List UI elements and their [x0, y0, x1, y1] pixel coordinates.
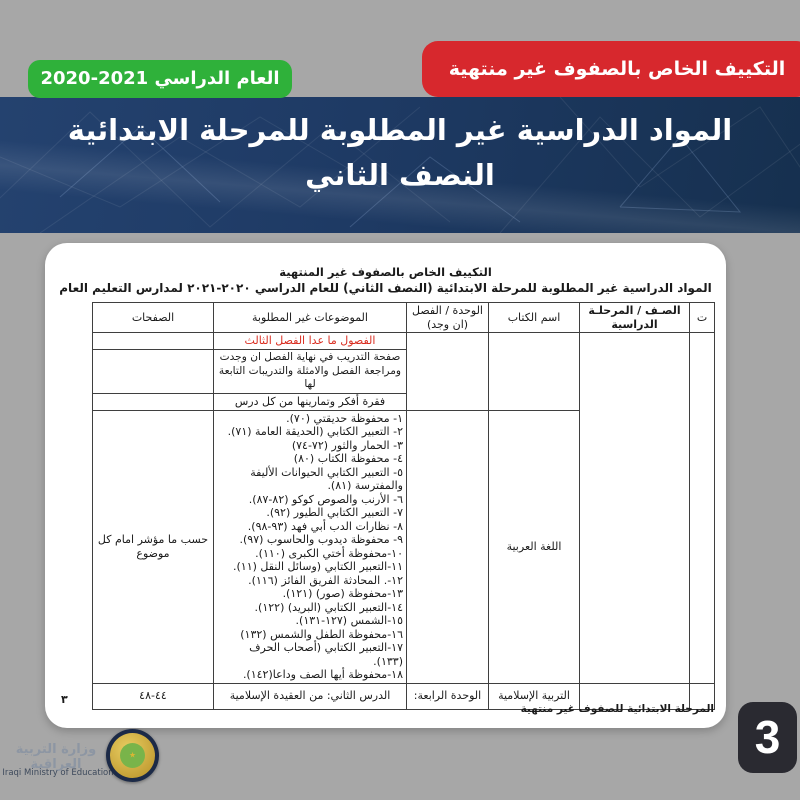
pages-cell-arabic: حسب ما مؤشر امام كل موضوع — [92, 409, 214, 684]
col-header-pages: الصفحات — [92, 302, 214, 333]
topic-list-item: ٥- التعبير الكتابي الحيوانات الأليفة وال… — [250, 465, 403, 493]
serial-cell — [689, 332, 715, 684]
ministry-logo-english-text: Iraqi Ministry of Education — [2, 768, 114, 778]
hero-banner: المواد الدراسية غير المطلوبة للمرحلة الا… — [0, 97, 800, 233]
subjects-table: ت الصـف / المرحلـة الدراسية اسم الكتاب ا… — [92, 302, 715, 710]
col-header-topics: الموضوعات غير المطلوبة — [213, 302, 407, 333]
col-header-book: اسم الكتاب — [488, 302, 580, 333]
training-pages-cell: صفحة التدريب في نهاية الفصل ان وجدت ومرا… — [213, 349, 407, 394]
book-cell-islamic: التربية الإسلامية — [488, 682, 580, 710]
topics-cell-islamic: الدرس الثاني: من العقيدة الإسلامية — [213, 682, 407, 710]
grade-cell — [579, 682, 690, 710]
book-cell-arabic: اللغة العربية — [488, 409, 580, 684]
topic-list-item: ١- محفوظة حديقتي (٧٠). — [286, 411, 403, 425]
emblem-gold-ring: ٭ — [110, 733, 155, 778]
page-title: المواد الدراسية غير المطلوبة للمرحلة الا… — [0, 107, 800, 197]
page-title-line2: النصف الثاني — [305, 158, 495, 192]
school-year-ribbon: العام الدراسي 2021-2020 — [28, 60, 292, 98]
pages-cell-islamic: ٤٤-٤٨ — [92, 682, 214, 710]
ministry-logo-arabic-text: وزارة التربية العراقية — [15, 742, 97, 772]
topic-list-item: ١٤-التعبير الكتابي (البريد) (١٢٢). — [254, 600, 403, 614]
document-page-number: ٣ — [61, 693, 68, 706]
topic-list-item: ١٣-محفوظة (صور) (١٢١). — [282, 587, 403, 600]
emblem-eagle-glyph: ٭ — [128, 748, 137, 763]
col-header-unit: الوحدة / الفصل (ان وجد) — [406, 302, 489, 333]
topic-list-item: ١٥-الشمس (١٢٧-١٣١). — [295, 614, 403, 627]
excluded-chapters-cell: الفصول ما عدا الفصل الثالث — [213, 332, 407, 350]
topic-list-item: ١٦-محفوظة الطفل والشمس (١٣٢) — [240, 627, 403, 641]
topic-list-item: ١٧-التعبير الكتابي (أصحاب الحرف (١٣٣). — [249, 641, 403, 668]
document-heading-2: المواد الدراسية غير المطلوبة للمرحلة الا… — [59, 281, 712, 295]
grade-cell — [579, 332, 690, 684]
pages-cell-empty — [92, 392, 214, 411]
topic-list-item: ٨- نظارات الدب أبي فهد (٩٣-٩٨). — [247, 519, 403, 533]
unit-cell-empty — [406, 332, 489, 411]
col-header-grade: الصـف / المرحلـة الدراسية — [579, 302, 690, 333]
slide-number-badge: 3 — [738, 702, 797, 773]
ministry-emblem-icon: ٭ — [106, 729, 159, 782]
topic-list-item: ٢- التعبير الكتابي (الحديقة العامة (٧١). — [227, 425, 403, 438]
topic-list-item: ١٨-محفوظة أيها الصف وداعا(١٤٢). — [242, 668, 403, 681]
topic-list-item: ١١-التعبير الكتابي (وسائل النقل (١١). — [232, 560, 403, 573]
think-paragraph-cell: فقرة أفكر وتمارينها من كل درس — [213, 392, 407, 411]
serial-cell — [689, 682, 715, 710]
pages-cell-empty — [92, 349, 214, 394]
document-footer-note: المرحلة الابتدائية للصفوف غير منتهية — [520, 703, 714, 715]
topic-list-item: ٧- التعبير الكتابي الطيور (٩٢). — [266, 506, 403, 519]
topic-list-item: ٩- محفوظة ديدوب والحاسوب (٩٧). — [239, 533, 403, 546]
topic-list-item: ٤- محفوظة الكتاب (٨٠) — [293, 452, 403, 465]
topic-list-item: ١٢-. المحادثة الفريق الفائز (١١٦). — [248, 573, 403, 587]
topic-list-item: ٦- الأرنب والصوص كوكو (٨٢-٨٧). — [248, 492, 403, 506]
unit-cell-islamic: الوحدة الرابعة: — [406, 682, 489, 710]
geometric-lines-decoration — [0, 97, 800, 233]
topic-list-item: ١٠-محفوظة أختي الكبرى (١١٠). — [255, 546, 403, 560]
special-adaptation-ribbon: التكييف الخاص بالصفوف غير منتهية — [422, 41, 800, 97]
col-header-serial: ت — [689, 302, 715, 333]
unit-cell-empty — [406, 409, 489, 684]
topic-list-item: ٣- الحمار والثور (٧٢-٧٤) — [291, 438, 403, 452]
emblem-green-center: ٭ — [120, 743, 145, 768]
document-card: التكييف الخاص بالصفوف غير المنتهية الموا… — [45, 243, 726, 728]
arabic-topics-list: ١- محفوظة حديقتي (٧٠). ٢- التعبير الكتابي… — [213, 409, 407, 684]
page-title-line1: المواد الدراسية غير المطلوبة للمرحلة الا… — [67, 113, 733, 147]
book-cell-empty — [488, 332, 580, 411]
pages-cell-empty — [92, 332, 214, 350]
document-heading-1: التكييف الخاص بالصفوف غير المنتهية — [279, 265, 492, 279]
